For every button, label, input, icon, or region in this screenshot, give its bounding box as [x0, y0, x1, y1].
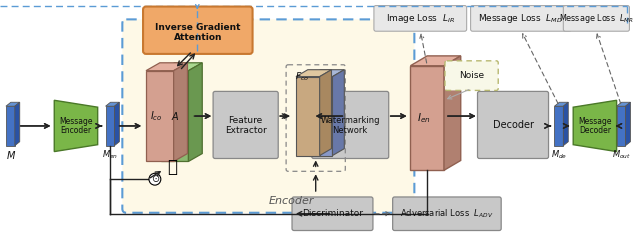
Text: $F_{co}$: $F_{co}$: [295, 70, 309, 83]
FancyBboxPatch shape: [292, 197, 373, 231]
Polygon shape: [106, 106, 115, 146]
Text: Watermarking: Watermarking: [321, 116, 380, 126]
Polygon shape: [146, 71, 173, 161]
Text: $I_{co}$: $I_{co}$: [150, 109, 162, 123]
Polygon shape: [106, 102, 120, 106]
Text: Message: Message: [60, 117, 93, 127]
Polygon shape: [554, 106, 563, 146]
Polygon shape: [616, 106, 625, 146]
Text: ⊙: ⊙: [151, 174, 159, 184]
FancyBboxPatch shape: [374, 6, 467, 31]
Text: Noise: Noise: [459, 71, 484, 80]
Text: Discriminator: Discriminator: [302, 209, 363, 218]
Text: Feature: Feature: [228, 116, 263, 126]
Text: $I_{en}$: $I_{en}$: [417, 111, 431, 125]
FancyBboxPatch shape: [393, 197, 501, 231]
Text: ⌣: ⌣: [168, 158, 178, 176]
Polygon shape: [332, 70, 344, 156]
FancyBboxPatch shape: [143, 7, 253, 54]
FancyBboxPatch shape: [213, 91, 278, 159]
FancyBboxPatch shape: [312, 91, 388, 159]
Text: Attention: Attention: [173, 33, 222, 42]
FancyBboxPatch shape: [477, 91, 548, 159]
Text: Extractor: Extractor: [225, 126, 266, 135]
Text: $M_{de}$: $M_{de}$: [551, 148, 568, 161]
Polygon shape: [146, 63, 188, 71]
Polygon shape: [554, 102, 568, 106]
Text: Encoder: Encoder: [60, 126, 92, 135]
Text: Encoder: Encoder: [268, 196, 314, 206]
Circle shape: [149, 173, 161, 185]
Polygon shape: [563, 102, 568, 146]
Text: Message Loss  $\mathit{L}_{MR}$: Message Loss $\mathit{L}_{MR}$: [559, 12, 634, 25]
Text: $M_{en}$: $M_{en}$: [102, 148, 118, 161]
Text: $A$: $A$: [172, 110, 180, 122]
Polygon shape: [173, 63, 188, 161]
Polygon shape: [319, 70, 332, 156]
Text: Image Loss  $\mathit{L}_{IR}$: Image Loss $\mathit{L}_{IR}$: [386, 12, 455, 25]
Polygon shape: [296, 77, 319, 156]
Text: $M$: $M$: [6, 149, 16, 160]
FancyBboxPatch shape: [470, 6, 572, 31]
Polygon shape: [625, 102, 630, 146]
Polygon shape: [115, 102, 120, 146]
Text: $M_{out}$: $M_{out}$: [612, 148, 631, 161]
Polygon shape: [410, 56, 461, 66]
Polygon shape: [309, 70, 344, 77]
FancyBboxPatch shape: [445, 61, 498, 91]
Polygon shape: [6, 106, 15, 146]
Text: Network: Network: [333, 126, 368, 135]
Polygon shape: [410, 66, 444, 170]
Text: Message: Message: [578, 117, 612, 127]
Polygon shape: [309, 77, 332, 156]
Text: Inverse Gradient: Inverse Gradient: [155, 23, 241, 32]
Polygon shape: [161, 63, 202, 71]
Polygon shape: [161, 71, 188, 161]
Polygon shape: [6, 102, 20, 106]
Text: Message Loss  $\mathit{L}_{MD}$: Message Loss $\mathit{L}_{MD}$: [479, 12, 563, 25]
Polygon shape: [54, 100, 98, 151]
Polygon shape: [444, 56, 461, 170]
Text: Decoder: Decoder: [493, 120, 534, 130]
Polygon shape: [573, 100, 616, 151]
FancyBboxPatch shape: [122, 19, 414, 213]
Polygon shape: [15, 102, 20, 146]
Polygon shape: [616, 102, 630, 106]
Text: Adversarial Loss  $\mathit{L}_{ADV}$: Adversarial Loss $\mathit{L}_{ADV}$: [400, 207, 493, 220]
Polygon shape: [296, 70, 332, 77]
FancyBboxPatch shape: [563, 6, 630, 31]
Polygon shape: [188, 63, 202, 161]
Text: Decoder: Decoder: [579, 126, 611, 135]
